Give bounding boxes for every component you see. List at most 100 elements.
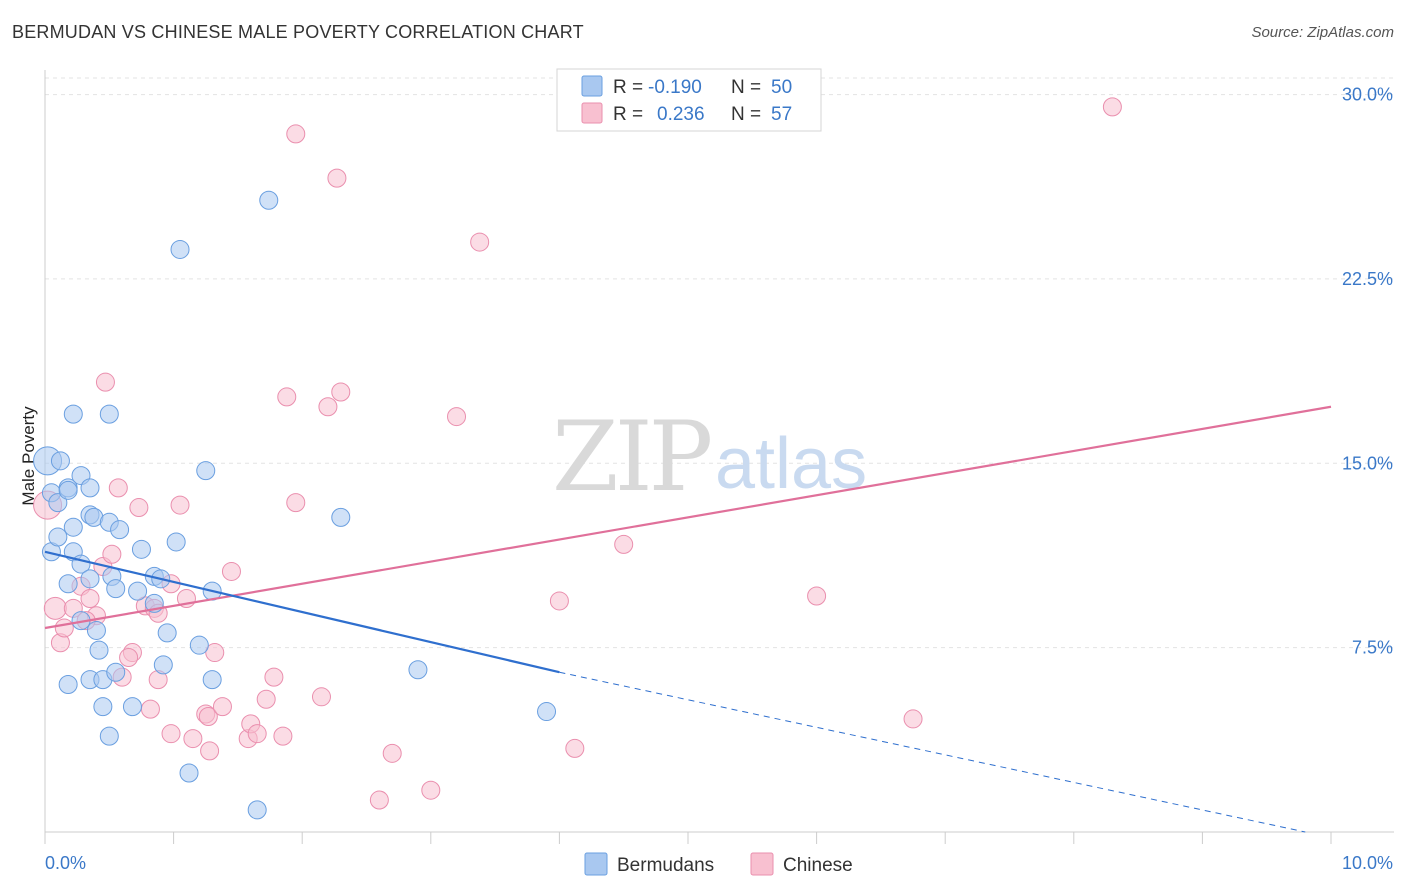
bermudan-point (179, 763, 199, 783)
bermudan-point (50, 451, 70, 471)
legend-n-label-0: N = (731, 77, 761, 98)
chinese-point (565, 738, 585, 758)
chinese-trend-line (44, 405, 1332, 630)
chinese-point (421, 780, 441, 800)
legend-swatch-bermudans (581, 75, 603, 97)
chinese-point (43, 596, 67, 620)
bermudan-point (48, 527, 68, 547)
y-axis-title: Male Poverty (19, 406, 38, 506)
bermudan-points (33, 190, 557, 820)
bermudan-point (408, 660, 428, 680)
trend-lines (44, 405, 1332, 833)
bermudan-point (80, 569, 100, 589)
chinese-point (447, 407, 467, 427)
chinese-point (264, 667, 284, 687)
bermudan-point (80, 478, 100, 498)
legend-n-value-0: 50 (771, 77, 792, 98)
chinese-point (129, 498, 149, 518)
bermudan-point (89, 640, 109, 660)
chinese-point (198, 706, 218, 726)
bermudan-point (331, 507, 351, 527)
chart-title: BERMUDAN VS CHINESE MALE POVERTY CORRELA… (12, 22, 584, 42)
bermudan-point (259, 190, 279, 210)
x-tick-label-min: 0.0% (45, 853, 86, 873)
bottom-legend-label-chinese: Chinese (783, 855, 853, 876)
chinese-point (273, 726, 293, 746)
bermudan-point (196, 461, 216, 481)
bermudan-point (48, 493, 68, 513)
bermudan-point (131, 539, 151, 559)
bottom-legend: Bermudans Chinese (584, 852, 853, 876)
chinese-point (102, 544, 122, 564)
y-tick-label: 30.0% (1342, 85, 1393, 105)
bermudan-point (86, 620, 106, 640)
chinese-point (205, 643, 225, 663)
bermudan-point (170, 239, 190, 259)
bottom-legend-label-bermudans: Bermudans (617, 855, 714, 876)
bermudan-point (189, 635, 209, 655)
x-tick-label-max: 10.0% (1342, 853, 1393, 873)
chinese-point (212, 697, 232, 717)
source-label: Source: ZipAtlas.com (1251, 24, 1394, 41)
chinese-point (221, 561, 241, 581)
legend-swatch-chinese (581, 102, 603, 124)
bermudan-point (58, 574, 78, 594)
bermudan-point (166, 532, 186, 552)
y-tick-label: 22.5% (1342, 269, 1393, 289)
chinese-point (54, 618, 74, 638)
chinese-point (318, 397, 338, 417)
chinese-point (614, 534, 634, 554)
legend-r-value-1: 0.236 (657, 104, 705, 125)
chinese-point (183, 729, 203, 749)
chinese-point (108, 478, 128, 498)
bermudan-point (247, 800, 267, 820)
chinese-point (382, 743, 402, 763)
bermudan-trend-extension (559, 671, 1306, 833)
legend-r-label-0: R = (613, 77, 643, 98)
bottom-legend-swatch-chinese (750, 852, 774, 876)
bottom-legend-swatch-bermudans (584, 852, 608, 876)
chinese-point (119, 647, 139, 667)
bermudan-point (110, 520, 130, 540)
bermudan-point (153, 655, 173, 675)
chinese-point (286, 493, 306, 513)
y-tick-labels: 7.5% 15.0% 22.5% 30.0% (1342, 85, 1393, 658)
chinese-point (286, 124, 306, 144)
chinese-point (277, 387, 297, 407)
bermudan-point (106, 579, 126, 599)
legend-r-value-0: -0.190 (648, 77, 702, 98)
bermudan-point (537, 702, 557, 722)
bermudan-point (58, 675, 78, 695)
chinese-point (170, 495, 190, 515)
chinese-point (95, 372, 115, 392)
chinese-point (903, 709, 923, 729)
bermudan-point (106, 662, 126, 682)
chinese-point (369, 790, 389, 810)
chinese-point (311, 687, 331, 707)
grid-lines (45, 77, 1394, 649)
bermudan-point (157, 623, 177, 643)
bermudan-point (93, 697, 113, 717)
bermudan-point (99, 726, 119, 746)
bermudan-point (128, 581, 148, 601)
bermudan-point (58, 480, 78, 500)
chinese-point (807, 586, 827, 606)
watermark-zip: ZIP (552, 401, 711, 513)
chinese-point (247, 724, 267, 744)
chinese-point (161, 724, 181, 744)
legend-n-value-1: 57 (771, 104, 792, 125)
x-ticks (44, 832, 1332, 844)
chinese-point (256, 689, 276, 709)
legend-n-label-1: N = (731, 104, 761, 125)
bermudan-point (63, 404, 83, 424)
bermudan-trend-line (44, 550, 560, 674)
bermudan-point (122, 697, 142, 717)
chinese-point (470, 232, 490, 252)
legend-r-label-1: R = (613, 104, 643, 125)
bermudan-point (99, 404, 119, 424)
bermudan-point (202, 670, 222, 690)
y-tick-label: 15.0% (1342, 453, 1393, 473)
bermudan-point (63, 517, 83, 537)
chinese-point (327, 168, 347, 188)
